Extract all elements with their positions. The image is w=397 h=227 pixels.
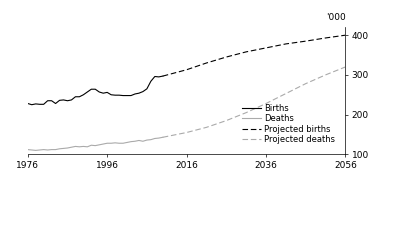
Line: Projected births: Projected births — [163, 35, 345, 76]
Deaths — [137, 139, 141, 142]
Births — [77, 95, 82, 98]
Projected deaths — [343, 66, 348, 68]
Legend: Births, Deaths, Projected births, Projected deaths: Births, Deaths, Projected births, Projec… — [242, 104, 335, 144]
Births — [145, 87, 149, 90]
Projected births — [283, 42, 288, 45]
Deaths — [53, 148, 58, 151]
Projected births — [343, 34, 348, 37]
Births — [152, 75, 157, 78]
Deaths — [117, 142, 121, 145]
Deaths — [145, 139, 149, 141]
Text: '000: '000 — [326, 13, 345, 22]
Deaths — [57, 148, 62, 150]
Deaths — [148, 138, 153, 141]
Births — [41, 103, 46, 106]
Births — [45, 99, 50, 102]
Deaths — [156, 137, 161, 139]
Deaths — [152, 137, 157, 140]
Births — [69, 99, 74, 101]
Projected births — [204, 62, 209, 64]
Projected births — [323, 37, 328, 39]
Births — [121, 94, 125, 97]
Births — [156, 76, 161, 78]
Deaths — [37, 149, 42, 151]
Projected births — [224, 56, 229, 58]
Births — [61, 99, 66, 101]
Line: Deaths: Deaths — [28, 137, 163, 151]
Deaths — [129, 140, 133, 143]
Births — [49, 99, 54, 102]
Births — [113, 94, 118, 96]
Deaths — [49, 148, 54, 151]
Projected deaths — [283, 92, 288, 95]
Deaths — [133, 140, 137, 143]
Projected births — [184, 68, 189, 71]
Births — [141, 90, 145, 93]
Deaths — [29, 149, 34, 151]
Deaths — [33, 149, 38, 152]
Births — [109, 94, 114, 96]
Line: Births: Births — [28, 76, 163, 105]
Births — [29, 103, 34, 106]
Deaths — [101, 143, 106, 146]
Projected deaths — [204, 126, 209, 129]
Births — [65, 99, 70, 102]
Deaths — [89, 144, 94, 147]
Projected births — [264, 47, 268, 49]
Births — [125, 94, 129, 97]
Projected births — [160, 75, 165, 77]
Births — [93, 88, 98, 91]
Births — [160, 75, 165, 77]
Projected deaths — [184, 131, 189, 134]
Deaths — [93, 144, 98, 147]
Births — [137, 92, 141, 94]
Deaths — [45, 149, 50, 151]
Births — [129, 94, 133, 97]
Births — [148, 80, 153, 83]
Projected deaths — [323, 74, 328, 76]
Births — [81, 94, 86, 96]
Deaths — [121, 142, 125, 145]
Projected births — [303, 40, 308, 42]
Deaths — [65, 147, 70, 149]
Deaths — [41, 148, 46, 151]
Births — [105, 91, 110, 94]
Deaths — [69, 146, 74, 149]
Births — [97, 91, 102, 93]
Births — [33, 103, 38, 105]
Births — [133, 93, 137, 95]
Deaths — [61, 147, 66, 150]
Births — [57, 99, 62, 102]
Projected deaths — [244, 111, 249, 114]
Births — [73, 95, 78, 98]
Projected births — [244, 50, 249, 53]
Deaths — [113, 141, 118, 144]
Projected deaths — [264, 102, 268, 105]
Deaths — [160, 136, 165, 139]
Births — [25, 102, 30, 105]
Births — [117, 94, 121, 96]
Births — [37, 103, 42, 106]
Deaths — [85, 146, 90, 148]
Projected deaths — [160, 136, 165, 139]
Deaths — [141, 140, 145, 143]
Line: Projected deaths: Projected deaths — [163, 67, 345, 137]
Deaths — [125, 141, 129, 144]
Deaths — [25, 148, 30, 151]
Deaths — [97, 143, 102, 146]
Deaths — [105, 142, 110, 145]
Deaths — [81, 145, 86, 148]
Deaths — [73, 145, 78, 148]
Projected deaths — [224, 119, 229, 122]
Births — [89, 88, 94, 91]
Projected deaths — [303, 82, 308, 85]
Births — [101, 92, 106, 94]
Births — [53, 102, 58, 105]
Deaths — [77, 146, 82, 148]
Births — [85, 91, 90, 93]
Deaths — [109, 142, 114, 145]
